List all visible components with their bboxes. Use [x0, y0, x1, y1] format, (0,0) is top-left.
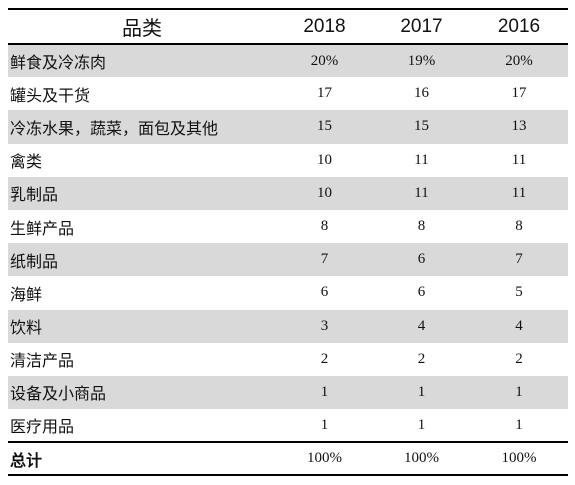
value-2016: 1 — [515, 416, 523, 433]
header-year-2017: 2017 — [373, 8, 470, 45]
row-category: 医疗用品 — [10, 417, 75, 437]
category-share-table-container: 品类 2018 2017 2016 鲜食及冷冻肉 20% 19% 20% 罐头及干货 17… — [8, 8, 568, 477]
row-category: 纸制品 — [10, 251, 59, 271]
value-2017: 1 — [417, 383, 426, 400]
value-2016: 20% — [505, 52, 533, 69]
total-2016: 100% — [470, 441, 568, 477]
header-category: 品类 — [8, 8, 276, 45]
value-2018: 10 — [317, 184, 332, 201]
total-2018: 100% — [276, 441, 373, 477]
value-2016: 1 — [515, 383, 523, 400]
table-row: 冷冻水果，蔬菜，面包及其他 15 15 13 — [8, 110, 568, 144]
value-2018: 1 — [320, 383, 329, 400]
row-category: 冷冻水果，蔬菜，面包及其他 — [10, 118, 219, 138]
value-2016: 5 — [515, 284, 523, 301]
row-category: 罐头及干货 — [10, 85, 91, 105]
value-2018: 10 — [317, 151, 332, 168]
value-2018: 20% — [310, 52, 339, 69]
value-2016: 8 — [515, 218, 523, 235]
value-2016: 4 — [515, 317, 523, 334]
value-2017: 16 — [414, 85, 429, 102]
value-2017: 6 — [417, 251, 426, 268]
table-row: 海鲜 6 6 5 — [8, 276, 568, 309]
value-2016: 11 — [511, 151, 527, 168]
table-row: 纸制品 7 6 7 — [8, 243, 568, 277]
header-row: 品类 2018 2017 2016 — [8, 8, 568, 45]
value-2017: 19% — [407, 52, 436, 69]
value-2018: 6 — [320, 284, 329, 301]
value-2017: 6 — [417, 284, 426, 301]
value-2017: 4 — [417, 317, 426, 334]
row-category: 乳制品 — [10, 185, 59, 205]
table-row: 乳制品 10 11 11 — [8, 176, 568, 210]
header-year-2016: 2016 — [470, 8, 568, 45]
table-row: 清洁产品 2 2 2 — [8, 343, 568, 376]
value-2017: 15 — [414, 118, 429, 135]
total-label: 总计 — [8, 441, 276, 477]
row-category: 清洁产品 — [10, 351, 75, 371]
row-category: 饮料 — [10, 318, 43, 338]
table-row: 设备及小商品 1 1 1 — [8, 375, 568, 410]
row-category: 生鲜产品 — [10, 218, 75, 238]
table-row: 罐头及干货 17 16 17 — [8, 77, 568, 110]
value-2017: 1 — [417, 416, 426, 433]
value-2016: 7 — [515, 251, 523, 268]
table-row: 医疗用品 1 1 1 — [8, 409, 568, 442]
category-share-table: 品类 2018 2017 2016 鲜食及冷冻肉 20% 19% 20% 罐头及干货 17… — [8, 8, 568, 477]
value-2016: 17 — [511, 85, 527, 102]
header-year-2018: 2018 — [276, 8, 373, 45]
value-2018: 15 — [317, 118, 332, 135]
value-2016: 11 — [511, 184, 527, 201]
value-2016: 13 — [511, 118, 527, 135]
total-2017: 100% — [373, 441, 470, 477]
row-category: 鲜食及冷冻肉 — [10, 53, 107, 73]
value-2018: 3 — [320, 317, 329, 334]
table-body: 鲜食及冷冻肉 20% 19% 20% 罐头及干货 17 16 17 冷冻水果，蔬菜，面包及其他 1… — [8, 44, 568, 442]
row-category: 海鲜 — [10, 284, 43, 304]
value-2017: 2 — [417, 350, 426, 367]
table-row: 禽类 10 11 11 — [8, 144, 568, 177]
row-category: 禽类 — [10, 152, 43, 172]
value-2016: 2 — [515, 350, 523, 367]
value-2017: 8 — [417, 218, 426, 235]
table-row: 饮料 3 4 4 — [8, 309, 568, 343]
value-2017: 11 — [414, 184, 429, 201]
value-2018: 1 — [320, 416, 329, 433]
row-category: 设备及小商品 — [10, 384, 107, 404]
value-2018: 7 — [320, 251, 329, 268]
total-row: 总计 100% 100% 100% — [8, 441, 568, 477]
table-row: 生鲜产品 8 8 8 — [8, 210, 568, 243]
value-2017: 11 — [414, 151, 429, 168]
value-2018: 17 — [317, 85, 332, 102]
value-2018: 2 — [320, 350, 329, 367]
value-2018: 8 — [320, 218, 329, 235]
table-row: 鲜食及冷冻肉 20% 19% 20% — [8, 44, 568, 78]
